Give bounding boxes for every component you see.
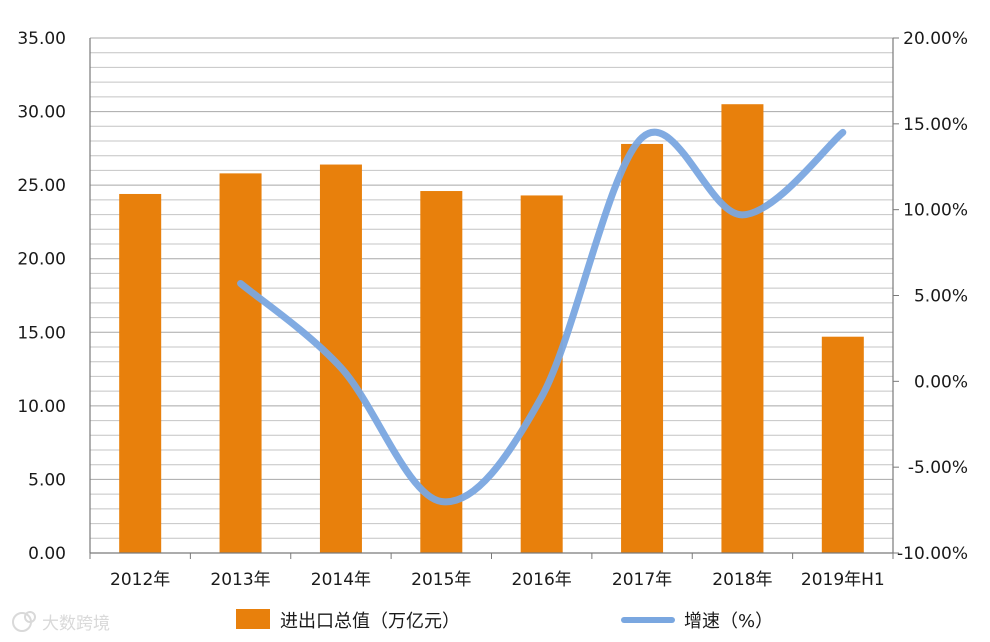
x-tick-label: 2016年 [512,570,572,590]
x-tick-label: 2012年 [110,570,170,590]
left-tick-label: 15.00 [17,323,66,343]
watermark-logo-icon-inner [24,611,36,623]
bar-7 [821,336,864,553]
left-tick-label: 30.00 [17,103,66,123]
bar-6 [721,104,764,553]
bar-2 [319,164,362,554]
left-tick-label: 35.00 [17,29,66,49]
bar-5 [621,143,664,553]
left-tick-label: 5.00 [28,470,66,490]
x-tick-label: 2019年H1 [801,570,885,590]
legend-bar-swatch [236,609,270,629]
bar-4 [520,195,563,553]
bar-1 [219,173,262,553]
right-tick-label: 5.00% [914,287,968,307]
left-tick-label: 10.00 [17,397,66,417]
line-series [237,128,847,506]
bar-series [119,104,864,554]
x-tick-label: 2015年 [411,570,471,590]
x-tick-label: 2013年 [210,570,270,590]
left-axis-ticks: 0.00 5.00 10.00 15.00 20.00 25.00 30.00 35.00 [17,29,66,564]
x-tick-label: 2017年 [612,570,672,590]
right-axis-ticks: -10.00% -5.00% 0.00% 5.00% 10.00% 15.00% 20.00… [897,29,968,564]
right-tick-label: 15.00% [903,115,968,135]
x-axis-labels: 2012年 2013年 2014年 2015年 2016年 2017年 2018年 2019年… [110,570,885,590]
legend-line-label: 增速（%） [684,611,773,632]
legend: 进出口总值（万亿元） 增速（%） [236,609,773,632]
left-tick-label: 0.00 [28,544,66,564]
x-tick-label: 2018年 [712,570,772,590]
right-tick-label: 0.00% [914,372,968,392]
axes [89,37,899,559]
growth-rate-line [237,128,847,506]
left-tick-label: 25.00 [17,176,66,196]
legend-bar-label: 进出口总值（万亿元） [280,611,460,632]
bar-0 [119,193,162,553]
watermark: 大数跨境 [12,611,110,634]
watermark-text: 大数跨境 [42,614,110,634]
right-tick-label: 10.00% [903,201,968,221]
left-tick-label: 20.00 [17,250,66,270]
right-tick-label: -10.00% [897,544,968,564]
right-tick-label: 20.00% [903,29,968,49]
x-tick-label: 2014年 [311,570,371,590]
right-tick-label: -5.00% [908,458,968,478]
